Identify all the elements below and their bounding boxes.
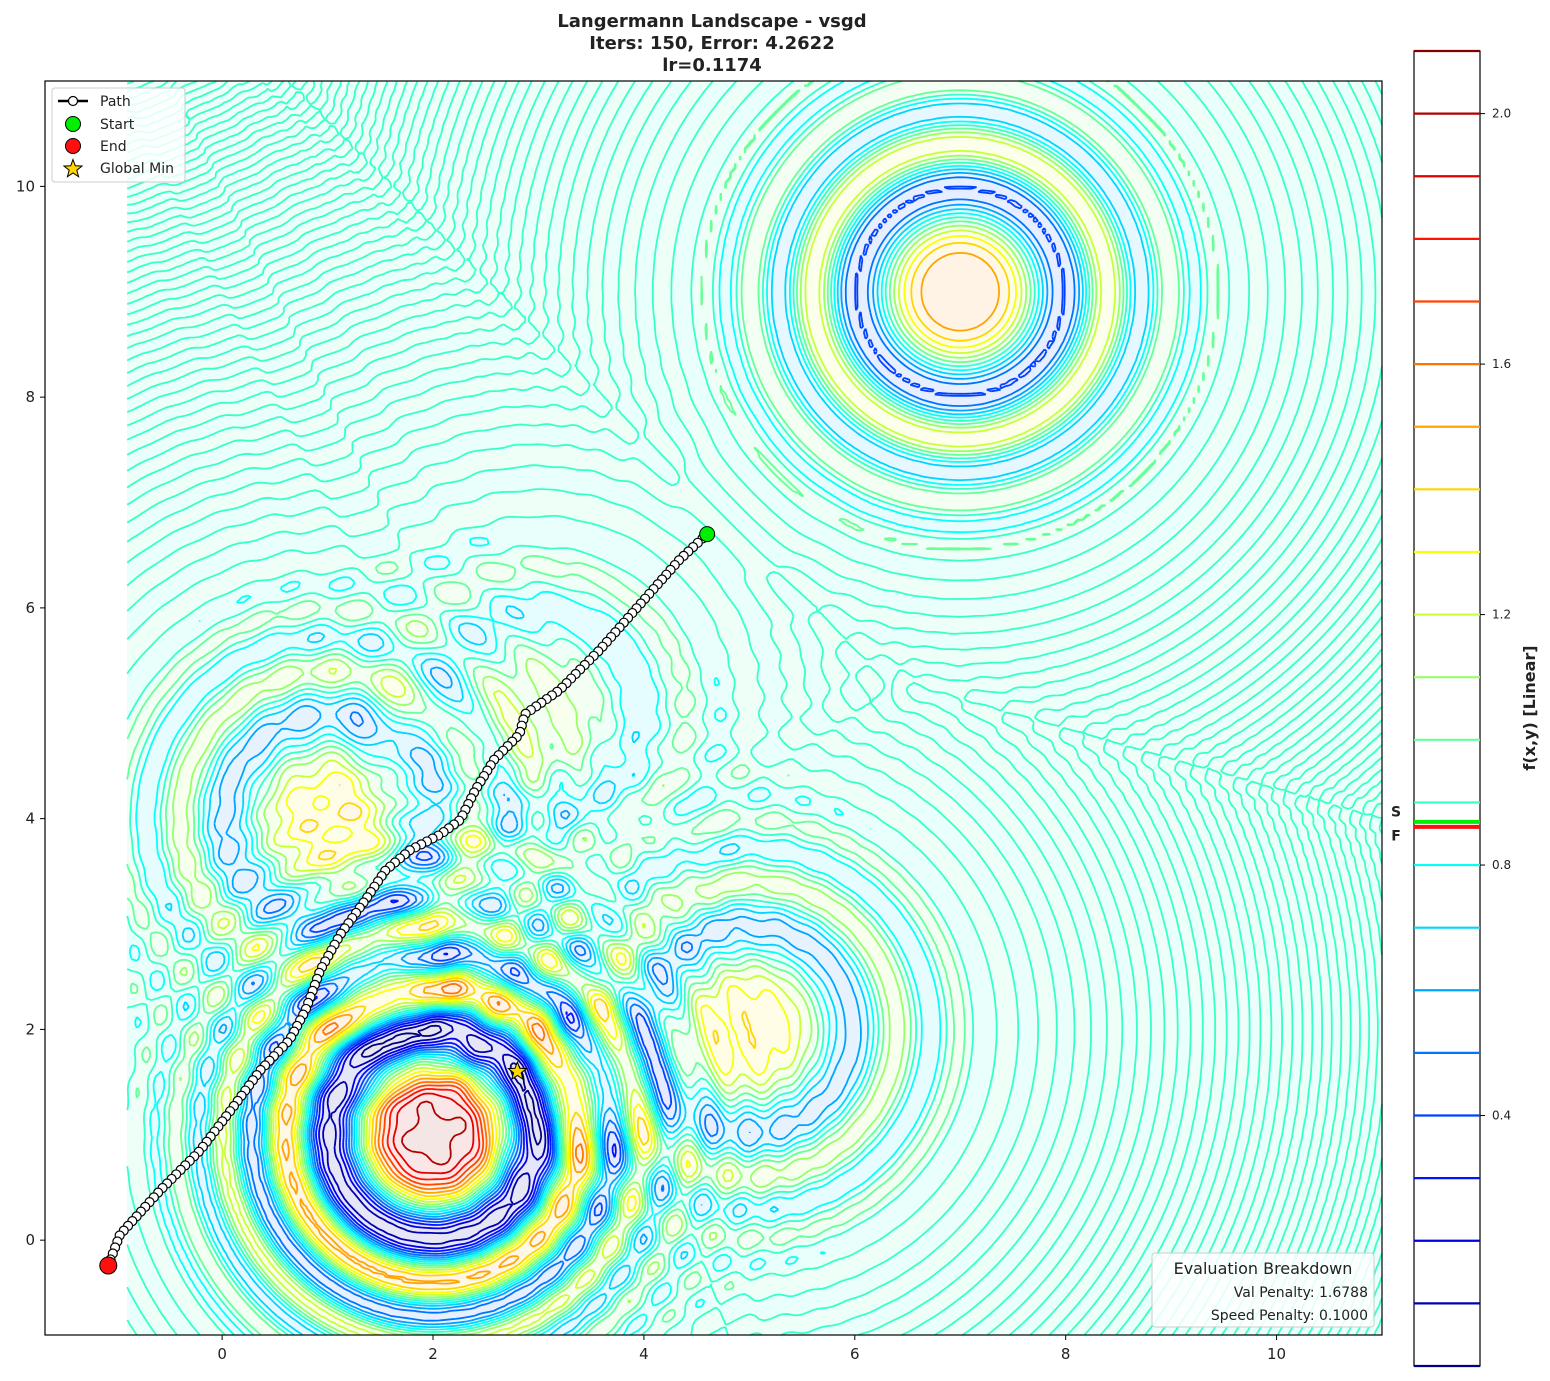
legend-label-path: Path: [100, 94, 131, 110]
contour-level-1.7: [381, 1084, 485, 1186]
contour-level-0.7: [164, 102, 1150, 1336]
legend-end-marker: [65, 138, 81, 154]
evaluation-box-frame: [1151, 1252, 1375, 1328]
y-tick-label: 0: [25, 1231, 35, 1249]
x-tick-label: 0: [217, 1345, 227, 1363]
contour-level-0.9: [126, 80, 1383, 1336]
colorbar-label: f(x,y) [Linear]: [1520, 645, 1539, 770]
colorbar: f(x,y) [Linear] S F 0.4 0.8 1.2 1.6 2.0: [1391, 49, 1539, 1368]
optimization-path: [99, 526, 716, 1275]
y-tick-label: 4: [25, 810, 35, 828]
contour-level-1.9: [392, 1092, 475, 1175]
y-tick-label: 10: [16, 177, 35, 195]
contour-level-2.0: [401, 1100, 467, 1166]
contour-level-1.4: [277, 241, 1011, 1291]
contour-fill: [127, 81, 1382, 1335]
legend-global-min-star: [62, 158, 84, 178]
legend-label-end: End: [100, 139, 127, 155]
title-line-1: Langermann Landscape - vsgd: [557, 11, 866, 32]
title-line-2: Iters: 150, Error: 4.2622: [589, 33, 834, 54]
contour-level-1.3: [251, 235, 1017, 1294]
start-marker: [699, 526, 716, 543]
val-penalty: Val Penalty: 1.6788: [1234, 1285, 1368, 1301]
x-tick-label: 6: [850, 1345, 860, 1363]
colorbar-frame: [1413, 50, 1481, 1367]
x-tick-label: 10: [1267, 1345, 1286, 1363]
title-line-3: lr=0.1174: [662, 55, 762, 76]
contour-level-0.4: [268, 185, 1066, 1255]
evaluation-title: Evaluation Breakdown: [1174, 1259, 1353, 1278]
global-min-star: [506, 1060, 528, 1081]
axis-ticks: 0 2 4 6 8 10 0 2 4 6 8 10: [16, 177, 1286, 1363]
colorbar-end-marker: F: [1391, 828, 1401, 844]
end-marker: [99, 1256, 118, 1275]
plot-frame: [44, 80, 1383, 1336]
evaluation-breakdown-box: Evaluation Breakdown Val Penalty: 1.6788…: [1151, 1252, 1375, 1328]
contour-level-1.6: [321, 982, 584, 1190]
contour-level-0.1: [322, 1020, 547, 1245]
legend-path-marker: [67, 95, 79, 107]
contour-level-0.6: [213, 172, 1080, 1326]
legend-label-start: Start: [100, 117, 135, 133]
colorbar-tick-label: 0.4: [1492, 1109, 1511, 1123]
x-tick-label: 8: [1061, 1345, 1071, 1363]
contour-level-0.8: [129, 80, 1202, 1336]
chart-title: Langermann Landscape - vsgd Iters: 150, …: [557, 11, 866, 76]
speed-penalty: Speed Penalty: 0.1000: [1211, 1308, 1368, 1324]
colorbar-tick-label: 1.2: [1492, 608, 1511, 622]
y-tick-label: 2: [25, 1020, 35, 1038]
legend-label-global-min: Global Min: [100, 161, 174, 177]
contour-lines: [126, 80, 1383, 1336]
contour-level-1.0: [126, 80, 1220, 1336]
contour-level-1.2: [217, 136, 1116, 1336]
y-tick-label: 6: [25, 599, 35, 617]
colorbar-tick-label: 2.0: [1492, 107, 1511, 121]
colorbar-tick-label: 0.8: [1492, 858, 1511, 872]
contour-level-0.3: [305, 899, 617, 1252]
x-tick-label: 4: [639, 1345, 649, 1363]
contour-level-1.1: [172, 131, 1121, 1336]
contour-level-0.2: [318, 1018, 550, 1250]
colorbar-start-marker: S: [1391, 804, 1401, 820]
legend-start-marker: [65, 116, 81, 132]
y-tick-label: 8: [25, 388, 35, 406]
contour-level-1.5: [281, 252, 1000, 1285]
legend-box: [51, 87, 186, 183]
colorbar-tick-label: 1.6: [1492, 357, 1511, 371]
contour-level-1.8: [386, 1088, 481, 1181]
x-tick-label: 2: [428, 1345, 438, 1363]
legend: Path Start End Global Min: [51, 87, 186, 183]
